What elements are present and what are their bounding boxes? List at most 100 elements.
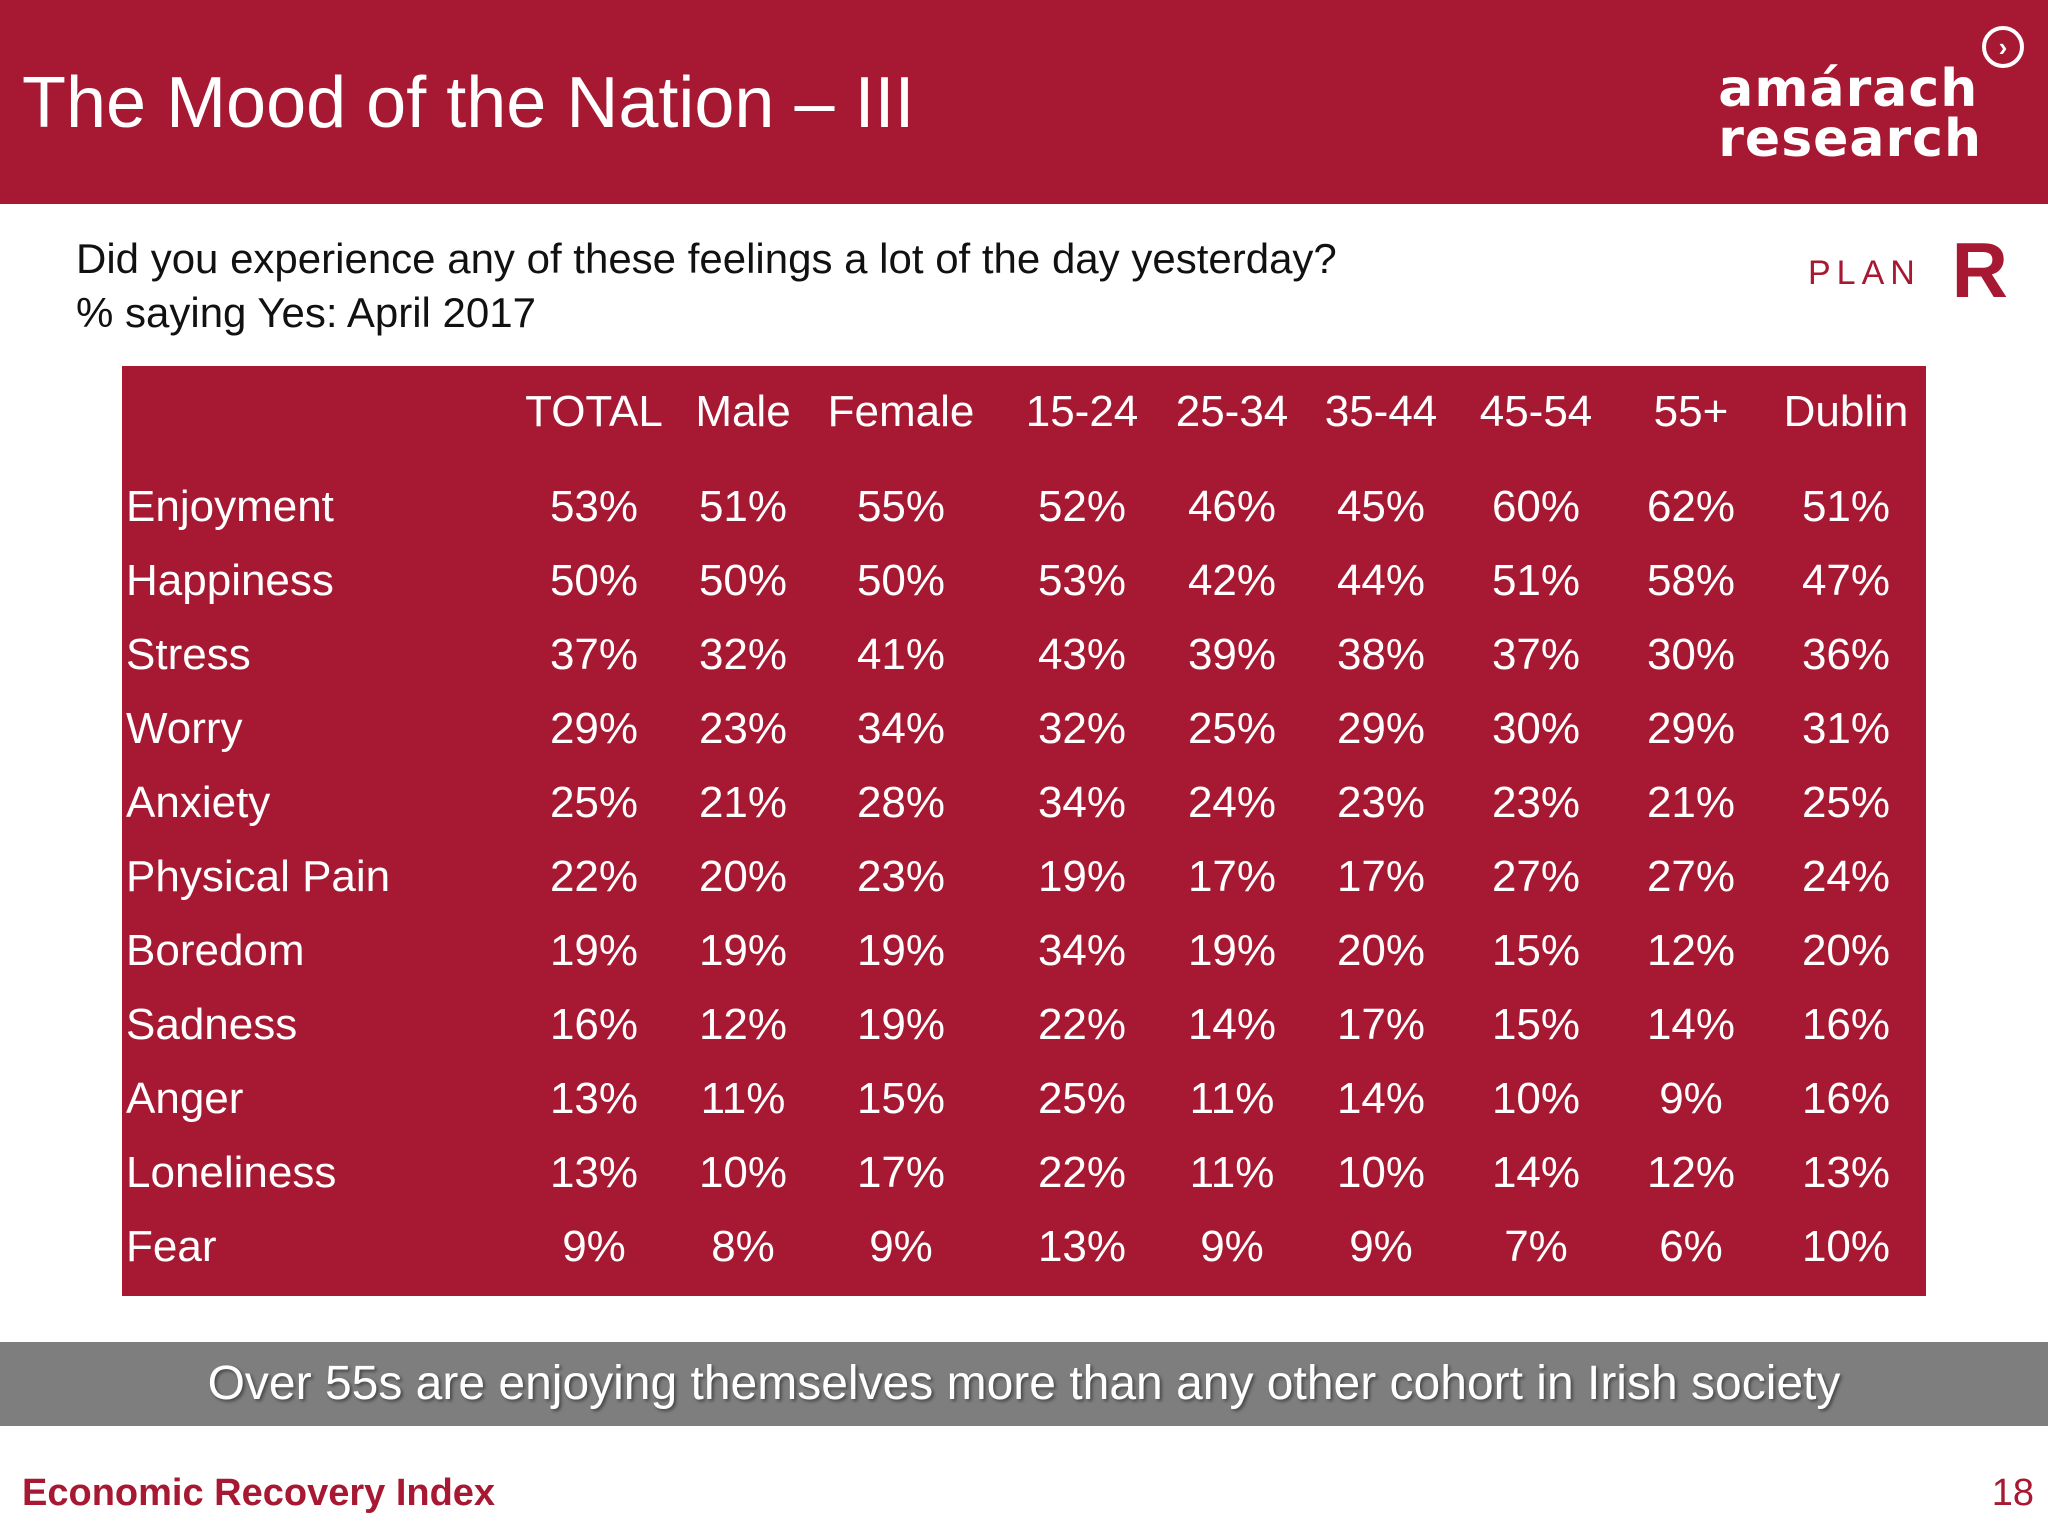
footer-report-name: Economic Recovery Index [22,1472,496,1514]
table-cell-sadness-total: 16% [550,1000,638,1049]
column-header-15-24: 15-24 [1026,387,1139,436]
table-cell-stress-55: 30% [1647,630,1735,679]
table-cell-fear-45-54: 7% [1504,1222,1568,1271]
column-header-male: Male [695,387,790,436]
table-cell-worry-total: 29% [550,704,638,753]
table-cell-anxiety-dublin: 25% [1802,778,1890,827]
column-header-45-54: 45-54 [1480,387,1593,436]
table-cell-anger-55: 9% [1659,1074,1723,1123]
table-cell-stress-female: 41% [857,630,945,679]
table-cell-sadness-35-44: 17% [1337,1000,1425,1049]
table-cell-loneliness-25-34: 11% [1190,1148,1275,1197]
table-cell-anxiety-female: 28% [857,778,945,827]
table-cell-boredom-15-24: 34% [1038,926,1126,975]
table-cell-enjoyment-35-44: 45% [1337,482,1425,531]
table-cell-worry-45-54: 30% [1492,704,1580,753]
table-cell-sadness-25-34: 14% [1188,1000,1276,1049]
question-line2: % saying Yes: April 2017 [76,289,536,336]
table-cell-happiness-25-34: 42% [1188,556,1276,605]
results-table-panel: TOTAL Male Female 15-24 25-34 35-44 45-54 55+ Du… [122,366,1926,1296]
row-label-boredom: Boredom [126,926,305,975]
table-cell-anxiety-55: 21% [1647,778,1735,827]
table-cell-fear-total: 9% [562,1222,626,1271]
table-cell-worry-15-24: 32% [1038,704,1126,753]
chevron-right-circle-icon: › [1982,26,2024,68]
table-cell-enjoyment-15-24: 52% [1038,482,1126,531]
table-cell-anger-35-44: 14% [1337,1074,1425,1123]
table-cell-anxiety-25-34: 24% [1188,778,1276,827]
row-label-loneliness: Loneliness [126,1148,336,1197]
table-cell-physical-pain-total: 22% [550,852,638,901]
table-cell-anger-25-34: 11% [1190,1074,1275,1123]
table-cell-fear-male: 8% [711,1222,775,1271]
row-label-anxiety: Anxiety [126,778,270,827]
table-cell-boredom-dublin: 20% [1802,926,1890,975]
table-cell-happiness-total: 50% [550,556,638,605]
table-cell-fear-dublin: 10% [1802,1222,1890,1271]
row-label-anger: Anger [126,1074,243,1123]
table-cell-fear-15-24: 13% [1038,1222,1126,1271]
table-cell-enjoyment-55: 62% [1647,482,1735,531]
table-cell-happiness-male: 50% [699,556,787,605]
table-cell-fear-female: 9% [869,1222,933,1271]
question-line1: Did you experience any of these feelings… [76,235,1337,282]
table-cell-sadness-45-54: 15% [1492,1000,1580,1049]
table-cell-stress-total: 37% [550,630,638,679]
table-cell-worry-male: 23% [699,704,787,753]
table-cell-sadness-male: 12% [699,1000,787,1049]
key-finding-text: Over 55s are enjoying themselves more th… [207,1357,1841,1410]
plan-logo-text: PLAN [1808,254,1921,292]
table-cell-physical-pain-male: 20% [699,852,787,901]
column-header-total: TOTAL [525,387,663,436]
table-cell-enjoyment-male: 51% [699,482,787,531]
table-cell-physical-pain-15-24: 19% [1038,852,1126,901]
table-cell-worry-55: 29% [1647,704,1735,753]
table-cell-boredom-male: 19% [699,926,787,975]
logo-text: amárach research [1718,63,1982,165]
table-cell-loneliness-total: 13% [550,1148,638,1197]
key-finding-banner: Over 55s are enjoying themselves more th… [0,1342,2048,1426]
table-cell-loneliness-55: 12% [1647,1148,1735,1197]
question-text: Did you experience any of these feelings… [76,232,1337,340]
table-cell-enjoyment-dublin: 51% [1802,482,1890,531]
column-header-female: Female [828,387,975,436]
table-cell-sadness-female: 19% [857,1000,945,1049]
table-cell-sadness-15-24: 22% [1038,1000,1126,1049]
row-label-fear: Fear [126,1222,216,1271]
results-table: TOTAL Male Female 15-24 25-34 35-44 45-54 55+ Du… [126,387,1909,1271]
table-cell-loneliness-dublin: 13% [1802,1148,1890,1197]
table-cell-stress-35-44: 38% [1337,630,1425,679]
table-cell-anger-45-54: 10% [1492,1074,1580,1123]
table-cell-physical-pain-45-54: 27% [1492,852,1580,901]
table-cell-stress-dublin: 36% [1802,630,1890,679]
table-cell-boredom-35-44: 20% [1337,926,1425,975]
table-cell-enjoyment-25-34: 46% [1188,482,1276,531]
table-cell-boredom-25-34: 19% [1188,926,1276,975]
table-cell-boredom-45-54: 15% [1492,926,1580,975]
table-cell-worry-female: 34% [857,704,945,753]
amarach-logo: › amárach research [1718,22,2024,172]
table-cell-stress-45-54: 37% [1492,630,1580,679]
row-label-stress: Stress [126,630,251,679]
table-cell-sadness-55: 14% [1647,1000,1735,1049]
table-cell-worry-25-34: 25% [1188,704,1276,753]
slide-title: The Mood of the Nation – III [22,63,915,143]
table-cell-enjoyment-total: 53% [550,482,638,531]
table-cell-boredom-55: 12% [1647,926,1735,975]
table-cell-stress-15-24: 43% [1038,630,1126,679]
table-cell-anger-dublin: 16% [1802,1074,1890,1123]
table-cell-happiness-15-24: 53% [1038,556,1126,605]
table-cell-happiness-female: 50% [857,556,945,605]
column-header-dublin: Dublin [1784,387,1909,436]
table-cell-fear-55: 6% [1659,1222,1723,1271]
table-cell-stress-male: 32% [699,630,787,679]
table-cell-fear-35-44: 9% [1349,1222,1413,1271]
table-cell-anger-total: 13% [550,1074,638,1123]
page-number: 18 [1991,1472,2034,1514]
table-cell-physical-pain-55: 27% [1647,852,1735,901]
table-cell-anxiety-total: 25% [550,778,638,827]
column-header-55: 55+ [1654,387,1729,436]
table-cell-loneliness-45-54: 14% [1492,1148,1580,1197]
row-label-sadness: Sadness [126,1000,297,1049]
table-cell-happiness-45-54: 51% [1492,556,1580,605]
